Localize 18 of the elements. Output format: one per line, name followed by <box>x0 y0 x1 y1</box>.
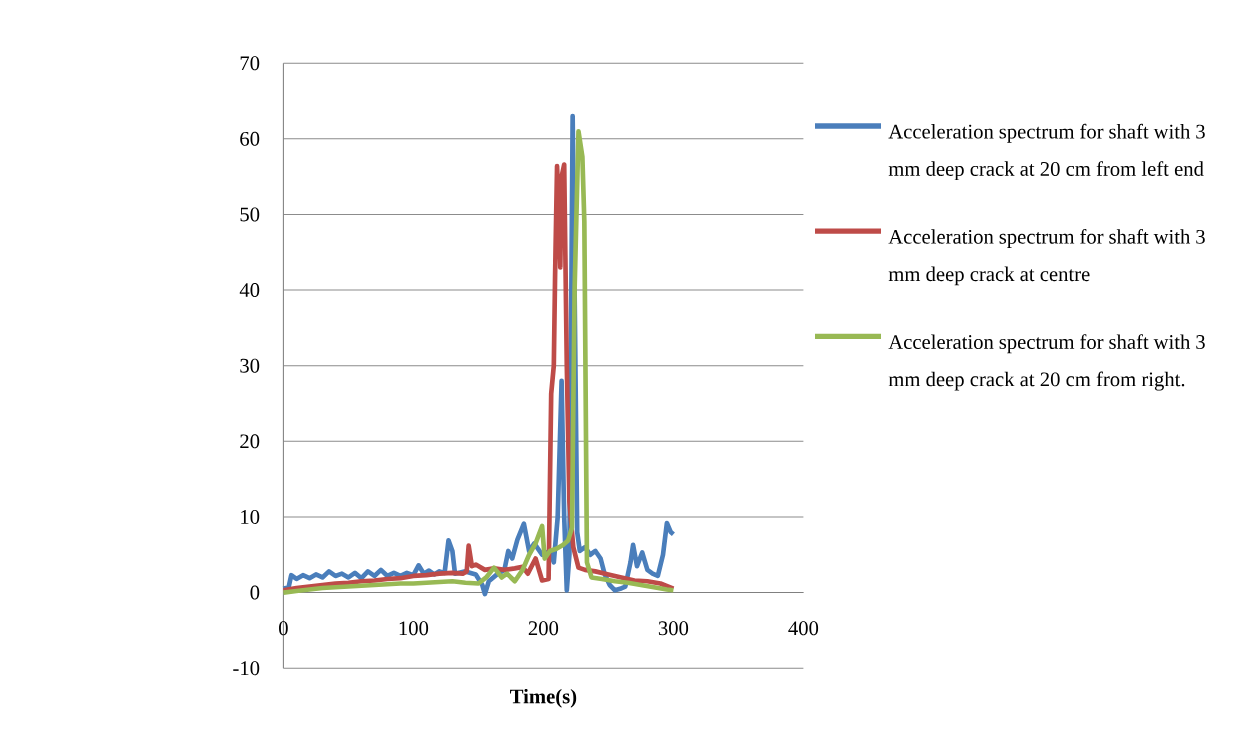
x-axis-title: Time(s) <box>510 688 577 708</box>
x-tick-label: 0 <box>279 621 288 636</box>
y-tick-label: 50 <box>240 207 260 222</box>
x-tick-label: 100 <box>399 621 429 636</box>
y-tick-label: 20 <box>240 434 260 449</box>
x-tick-label: 200 <box>528 621 559 636</box>
y-tick-label: 30 <box>240 358 260 373</box>
y-tick-label: 70 <box>240 56 260 71</box>
y-tick-label: 10 <box>241 509 260 524</box>
y-tick-label: 40 <box>239 283 260 298</box>
y-tick-label: -10 <box>233 661 260 676</box>
legend-label: Acceleration spectrum for shaft with 3 mm deep crack at 20 cm from right. <box>888 334 1205 391</box>
y-tick-label: 60 <box>240 131 260 146</box>
legend-label: Acceleration spectrum for shaft with 3 mm deep crack at centre <box>888 229 1205 286</box>
y-tick-label: 0 <box>250 585 260 600</box>
legend-label: Acceleration spectrum for shaft with 3 mm deep crack at 20 cm from left end <box>888 123 1205 181</box>
x-tick-label: 300 <box>658 621 689 636</box>
x-tick-label: 400 <box>788 621 819 636</box>
